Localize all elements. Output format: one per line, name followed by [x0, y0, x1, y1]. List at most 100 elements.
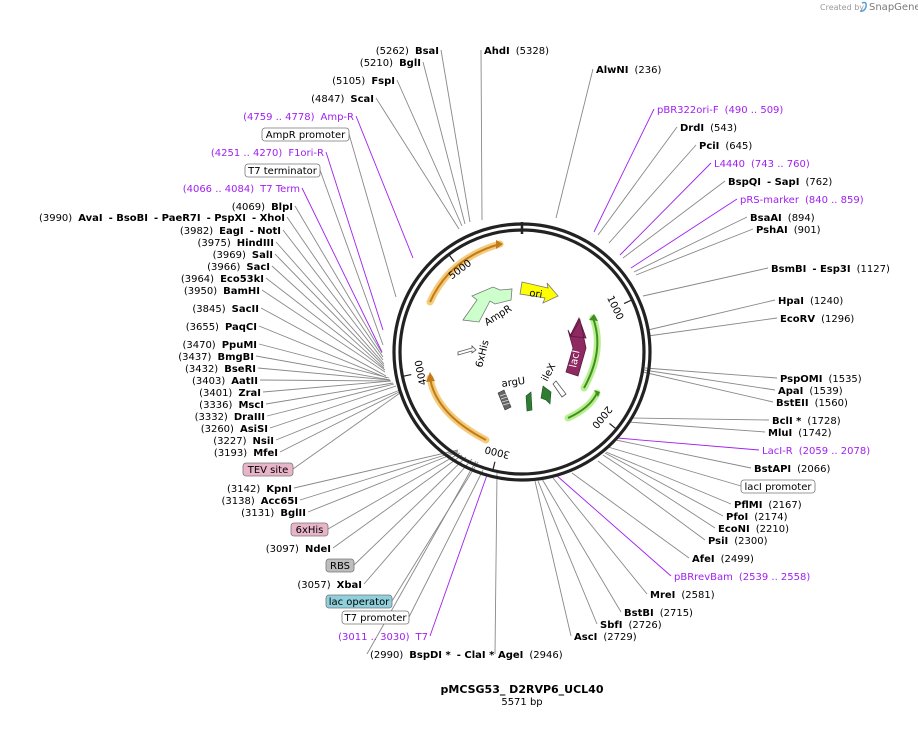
site-label-segment: (4847) [311, 94, 344, 105]
site-label-bstbi: BstBI (2715) [624, 608, 693, 619]
site-label-segment: (3193) [214, 448, 247, 459]
site-label-segment: ApaI [778, 386, 803, 397]
leader-acc65i [299, 450, 459, 501]
site-label-segment: NsiI [253, 436, 274, 447]
axis-tick-mark [448, 254, 455, 262]
site-label-segment: SalI [252, 250, 273, 261]
box-rbs [325, 558, 355, 573]
site-label-segment: ZraI [238, 388, 261, 399]
leader-bglii [307, 451, 459, 513]
site-label-segment: (2066) [797, 464, 830, 475]
site-label-segment: (2539 .. 2558) [739, 572, 811, 583]
site-label-segment: KpnI [266, 484, 292, 495]
site-label-segment: - BsoBI [109, 213, 148, 224]
leader-scai [375, 97, 460, 230]
leader-pcii [608, 144, 697, 244]
site-label-segment: (894) [788, 213, 815, 224]
green-arc-upper-head-icon [589, 314, 598, 321]
site-label-segment: - XhoI [252, 213, 285, 224]
site-label-mrei: MreI (2581) [650, 590, 715, 601]
site-label-pspomi: PspOMI (1535) [780, 374, 862, 385]
snapgene-logo-icon [859, 1, 867, 12]
leader-pspomi [644, 367, 778, 379]
site-label-eagi: (3982) EagI - NotI [180, 226, 281, 237]
site-label-nsii: (3227) NsiI [213, 436, 274, 447]
site-label-segment: (3966) [207, 262, 240, 273]
leader-paqci [258, 325, 388, 379]
site-label-acc65i: (3138) Acc65I [222, 496, 299, 507]
site-label-segment: HindIII [237, 238, 274, 249]
site-label-segment: - SapI [767, 177, 799, 188]
site-label-segment: BspQI [728, 177, 761, 188]
site-label-pcii: PciI (645) [699, 141, 752, 152]
site-label-segment: Acc65I [261, 496, 298, 507]
site-label-segment: (2499) [721, 554, 754, 565]
site-label-segment: (236) [635, 65, 662, 76]
orange-arc-bottom [426, 374, 490, 444]
site-label-segment: MreI [650, 590, 675, 601]
feature-ilex [540, 385, 552, 405]
site-label-blpi: (4069) BlpI [232, 202, 293, 213]
site-label-segment: (2729) [603, 632, 636, 643]
site-label-prsmarker: pRS-marker (840 .. 859) [740, 195, 864, 206]
leader-bgli [422, 61, 466, 225]
site-label-segment: MfeI [253, 448, 278, 459]
site-label-segment: DrdI [680, 123, 704, 134]
green-arc-upper-core [583, 317, 599, 389]
axis-tick-mark [403, 373, 412, 377]
site-label-laci-r: LacI-R (2059 .. 2078) [762, 446, 870, 457]
site-label-segment: (3131) [241, 508, 274, 519]
site-label-segment: (3097) [266, 544, 299, 555]
plasmid-name: pMCSG53_ D2RVP6_UCL40 [441, 683, 604, 696]
site-label-segment: (840 .. 859) [805, 195, 864, 206]
leader-blpi [294, 205, 383, 354]
site-label-segment: (2174) [754, 512, 787, 523]
site-label-segment: EcoNI [718, 524, 750, 535]
site-label-ahdi: AhdI (5328) [484, 46, 549, 57]
site-label-econi: EcoNI (2210) [718, 524, 789, 535]
box-label-ampr-promoter: AmpR promoter [266, 130, 346, 141]
site-label-segment: (5328) [516, 46, 549, 57]
site-label-bcli: BclI * (1728) [772, 416, 841, 427]
site-label-segment: (1240) [810, 296, 843, 307]
site-label-bsmbi: BsmBI - Esp3I (1127) [771, 264, 890, 275]
site-label-mfei: (3193) MfeI [214, 448, 278, 459]
backbone-inner-ring [398, 228, 646, 476]
axis-tick-label: 2000 [589, 404, 614, 431]
feature-laci [565, 316, 587, 377]
site-label-segment: F1ori-R [288, 148, 324, 159]
leader-ecorv [647, 317, 778, 337]
green-arc-lower [564, 389, 601, 422]
site-label-segment: (3845) [192, 304, 225, 315]
leader-eagi [282, 229, 384, 361]
site-label-fspi: (5105) FspI [332, 76, 395, 87]
site-label-segment: (2581) [681, 590, 714, 601]
site-label-bgli: (5210) BglI [360, 58, 421, 69]
leader-pbrrevbam [555, 474, 672, 577]
site-label-segment: PspOMI [780, 374, 822, 385]
site-label-segment: AhdI [484, 46, 510, 57]
leader-sali [274, 253, 385, 367]
site-label-zrai: (3401) ZraI [199, 388, 261, 399]
site-label-segment: T7 Term [259, 184, 300, 195]
site-label-segment: SacII [232, 304, 259, 315]
site-label-bsteii: BstEII (1560) [776, 398, 848, 409]
site-label-segment: MluI [768, 428, 792, 439]
site-label-segment: BamHI [223, 286, 260, 297]
leader-bamhi [261, 289, 386, 373]
site-label-segment: (543) [710, 123, 737, 134]
site-label-ecorv: EcoRV (1296) [780, 314, 854, 325]
site-label-segment: (1742) [798, 428, 831, 439]
axis-tick-label: 1000 [604, 294, 625, 322]
leader-sbfi [537, 480, 598, 625]
site-label-afei: AfeI (2499) [692, 554, 754, 565]
site-label-sali: (3969) SalI [213, 250, 273, 261]
site-label-segment: (3057) [297, 580, 330, 591]
leader-bsmbi [642, 267, 769, 297]
site-label-segment: pRS-marker [740, 195, 800, 206]
box-label-rbs: RBS [330, 561, 350, 572]
leader-bsai [440, 49, 471, 223]
site-label-segment: BspDI * [409, 650, 451, 661]
site-label-f1ori: (4251 .. 4270) F1ori-R [211, 148, 324, 159]
site-label-segment: PpuMI [222, 340, 257, 351]
